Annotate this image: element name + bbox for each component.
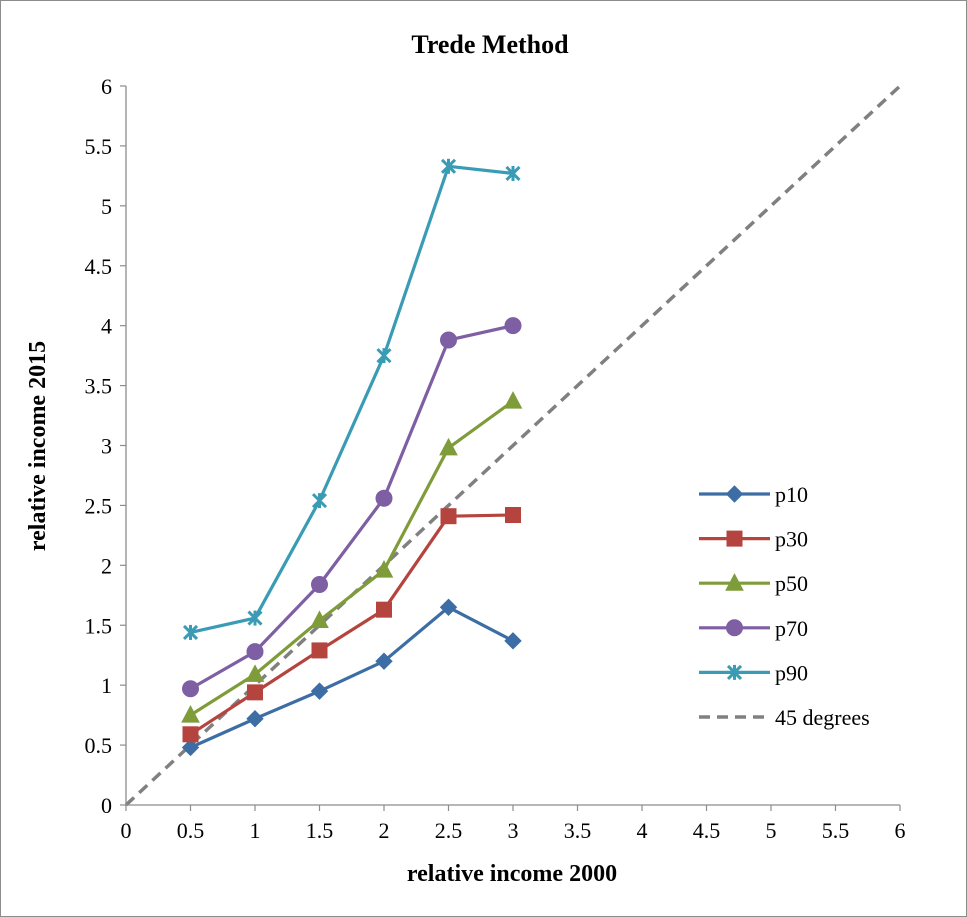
y-tick-label: 2.5 (85, 493, 113, 518)
data-point-p90 (247, 610, 263, 626)
data-point-p70 (182, 680, 199, 698)
data-point-p30 (376, 601, 392, 618)
legend-marker (726, 664, 743, 680)
x-tick-label: 4.5 (693, 818, 721, 843)
data-point-p70 (311, 576, 328, 594)
y-tick-label: 6 (101, 74, 112, 99)
legend-entry-p90: p90 (699, 660, 808, 685)
data-point-p50 (503, 391, 523, 409)
data-point-p10 (310, 682, 329, 700)
legend-entry-p10: p10 (699, 482, 808, 507)
y-tick-label: 4 (101, 314, 112, 339)
legend-label: p90 (775, 660, 808, 685)
legend-marker (725, 573, 744, 591)
data-point-p30 (440, 508, 457, 525)
series-p70 (182, 317, 522, 698)
data-point-p30 (505, 507, 521, 524)
data-point-p30 (311, 642, 328, 659)
data-point-p90 (376, 348, 392, 364)
data-point-p50 (374, 560, 394, 578)
y-axis-label: relative income 2015 (25, 341, 51, 551)
x-tick-label: 1 (250, 818, 261, 843)
y-tick-label: 0.5 (85, 733, 113, 758)
y-tick-label: 5 (101, 194, 112, 219)
legend-marker (726, 619, 743, 637)
legend-entry-45-degrees: 45 degrees (699, 705, 870, 730)
legend-label: p70 (775, 616, 808, 641)
series-p30 (182, 507, 521, 743)
x-tick-label: 1.5 (306, 818, 334, 843)
data-point-p90 (440, 158, 457, 174)
series-line-p50 (189, 399, 514, 717)
x-tick-label: 4 (637, 818, 648, 843)
data-point-p50 (245, 664, 265, 682)
data-point-p10 (246, 710, 264, 728)
data-point-p50 (439, 437, 458, 456)
data-point-p10 (439, 598, 458, 616)
data-point-p10 (181, 738, 200, 757)
chart-title: Trede Method (411, 30, 569, 59)
legend-marker (725, 485, 744, 503)
y-tick-label: 3.5 (85, 374, 113, 399)
y-tick-label: 0 (101, 793, 112, 818)
data-point-p90 (505, 165, 521, 182)
x-tick-label: 0 (121, 818, 132, 843)
x-tick-label: 5.5 (822, 818, 850, 843)
y-tick-label: 5.5 (85, 134, 113, 159)
data-point-p70 (504, 317, 522, 335)
x-tick-label: 5 (766, 818, 777, 843)
x-tick-label: 3 (508, 818, 519, 843)
series-line-p90 (190, 164, 514, 635)
y-tick-label: 1.5 (85, 613, 113, 638)
data-point-p70 (440, 331, 457, 349)
legend-entry-p30: p30 (699, 527, 808, 552)
y-tick-label: 3 (101, 434, 112, 459)
data-point-p90 (311, 493, 328, 509)
series-line-p70 (189, 324, 514, 691)
axes-layer: 0 0.5 1 1.5 2 2.5 3 3.5 4 4.5 5 5.5 6 0 0.5 1 1.5 2 2.5 3 3.… (85, 74, 906, 843)
x-tick-label: 2.5 (435, 818, 463, 843)
data-point-p50 (310, 610, 329, 628)
series-line-p30 (189, 513, 514, 736)
x-tick-label: 2 (379, 818, 390, 843)
data-point-p30 (182, 726, 199, 743)
legend-label: p50 (775, 571, 808, 596)
y-tick-label: 4.5 (85, 254, 113, 279)
x-axis-label: relative income 2000 (407, 861, 617, 887)
data-point-p50 (181, 705, 200, 723)
legend-label: p30 (775, 527, 808, 552)
legend-entry-p70: p70 (699, 616, 808, 641)
data-point-p70 (375, 489, 393, 507)
data-point-p30 (247, 684, 263, 701)
series-line-p10 (189, 605, 514, 749)
x-tick-label: 0.5 (177, 818, 205, 843)
legend-label: p10 (775, 482, 808, 507)
series-p90 (182, 158, 521, 641)
reference-line-layer (124, 84, 902, 807)
data-point-p10 (375, 652, 393, 670)
x-tick-label: 3.5 (564, 818, 592, 843)
legend-marker (726, 530, 743, 547)
series-p10 (181, 598, 522, 757)
y-tick-label: 1 (101, 673, 112, 698)
legend: p10 p30 p50 p70 p90 45 degrees (699, 482, 870, 730)
legend-entry-p50: p50 (699, 571, 808, 596)
series-layer (181, 158, 523, 757)
x-tick-label: 6 (895, 818, 906, 843)
data-point-p70 (246, 643, 264, 661)
data-point-p10 (504, 632, 522, 650)
data-point-p90 (182, 624, 199, 641)
legend-label: 45 degrees (775, 705, 870, 730)
series-p50 (181, 391, 523, 723)
reference-line-45-degrees (124, 84, 902, 807)
y-tick-label: 2 (101, 553, 112, 578)
